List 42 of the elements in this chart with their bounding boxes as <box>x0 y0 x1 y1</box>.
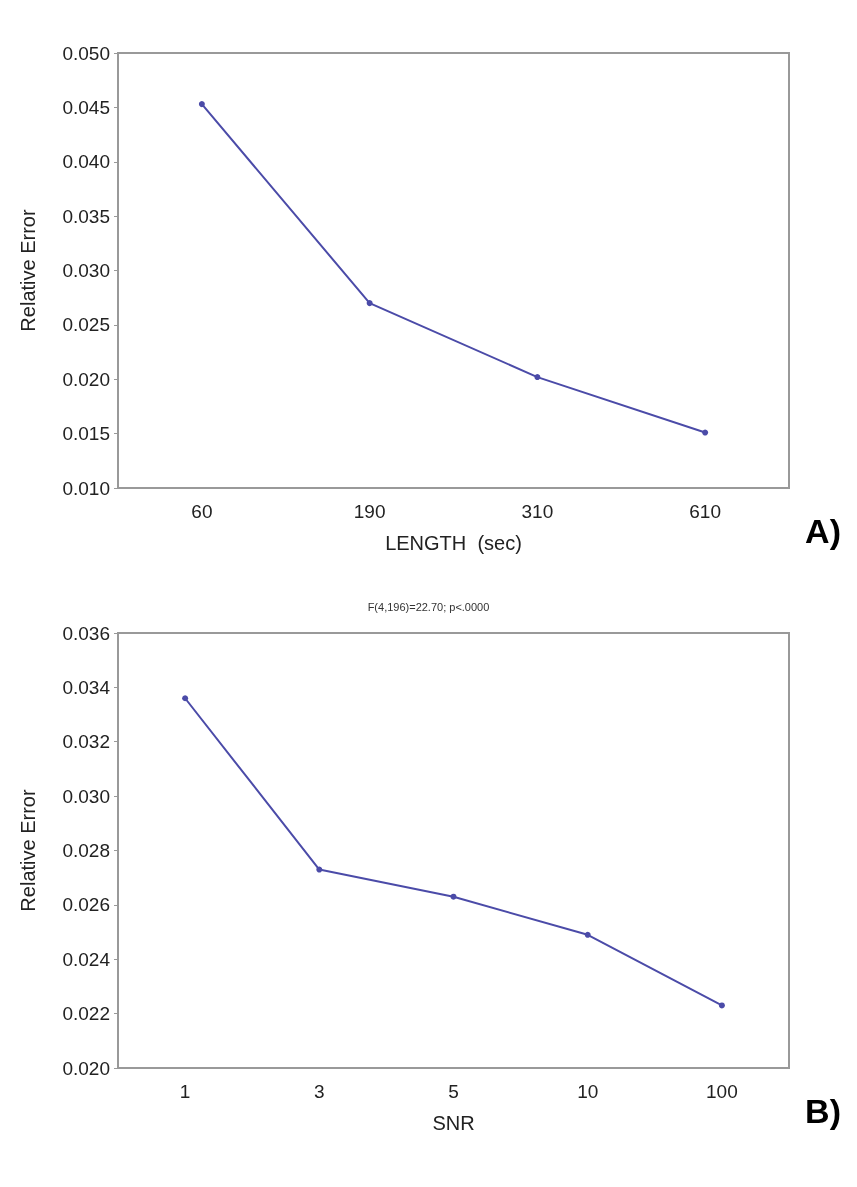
y-tick-label: 0.020 <box>62 1057 110 1079</box>
y-tick-label: 0.034 <box>62 676 111 698</box>
x-axis-title: SNR <box>432 1112 475 1134</box>
y-tick-label: 0.032 <box>62 731 110 753</box>
y-tick-label: 0.040 <box>62 151 110 173</box>
x-tick-label: 310 <box>521 501 554 522</box>
y-tick-label: 0.022 <box>62 1003 110 1025</box>
x-tick-label: 100 <box>706 1081 738 1102</box>
y-tick-label: 0.015 <box>62 423 110 445</box>
y-tick-label: 0.050 <box>62 42 110 64</box>
x-tick-label: 5 <box>448 1081 459 1102</box>
y-tick-label: 0.020 <box>62 368 110 390</box>
y-tick-label: 0.026 <box>62 894 110 916</box>
point <box>584 931 591 938</box>
x-tick-label: 60 <box>191 501 213 522</box>
y-tick-label: 0.030 <box>62 260 110 281</box>
x-tick-label: 3 <box>314 1081 325 1102</box>
point <box>450 893 457 900</box>
point <box>534 374 541 381</box>
point <box>198 101 205 108</box>
y-tick-label: 0.045 <box>62 96 110 118</box>
x-axis-title: LENGTH (sec) <box>385 532 522 554</box>
x-tick-label: 1 <box>179 1081 191 1102</box>
x-tick-label: 190 <box>353 501 386 522</box>
y-tick-label: 0.028 <box>62 840 110 861</box>
y-axis-title: Relative Error <box>17 209 39 332</box>
y-tick-label: 0.010 <box>62 477 110 499</box>
text: B) <box>805 1092 842 1130</box>
y-tick-label: 0.030 <box>62 785 110 807</box>
text: A) <box>805 512 842 550</box>
y-tick-label: 0.024 <box>62 948 111 970</box>
point <box>366 300 373 307</box>
point <box>718 1002 725 1009</box>
y-tick-label: 0.036 <box>62 622 110 644</box>
x-tick-label: 610 <box>689 501 721 522</box>
y-axis-title: Relative Error <box>17 789 39 912</box>
point <box>702 429 709 436</box>
x-tick-label: 10 <box>577 1081 599 1102</box>
y-tick-label: 0.025 <box>62 314 110 336</box>
y-tick-label: 0.035 <box>62 205 110 227</box>
point <box>182 695 189 702</box>
chart-title: F(4,196)=22.70; p<.0000 <box>367 600 490 613</box>
